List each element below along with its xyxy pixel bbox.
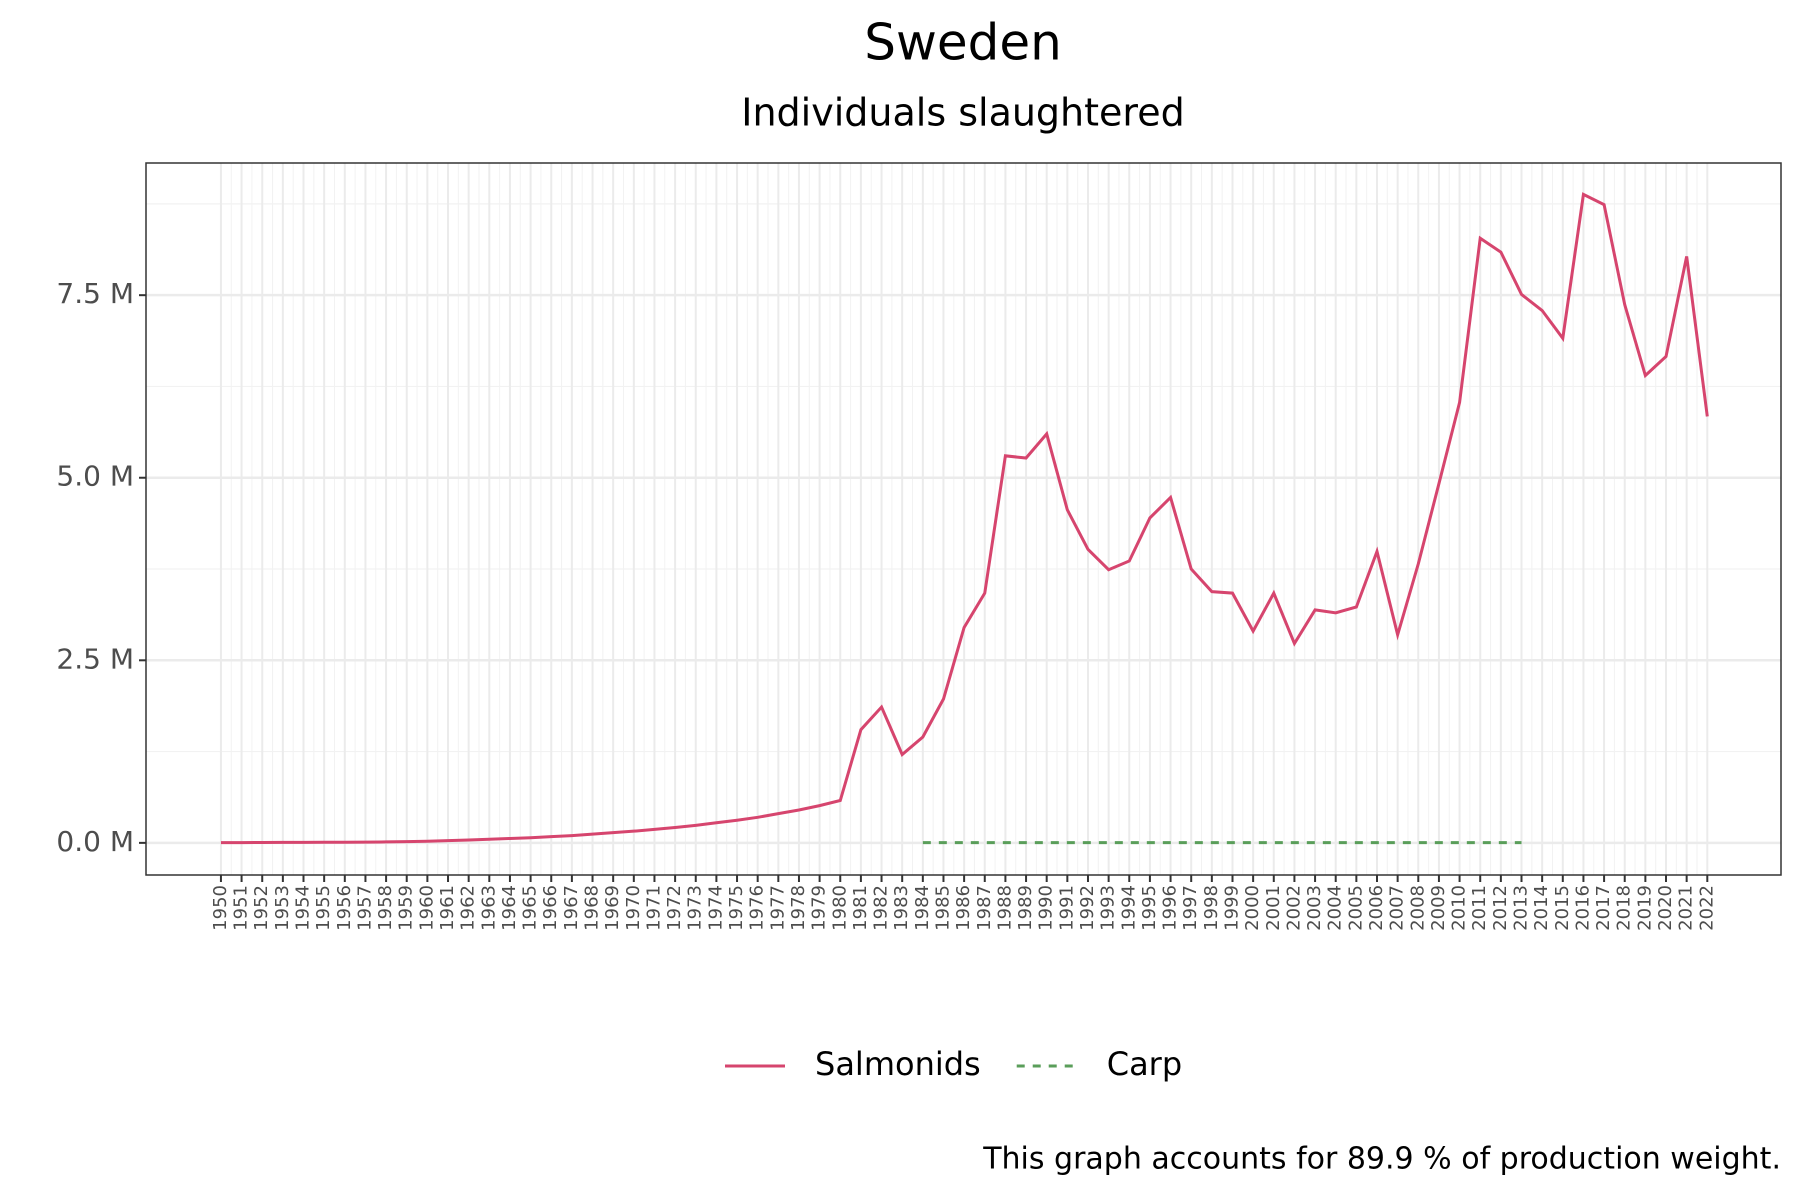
x-tick-label: 1993 (1098, 885, 1119, 931)
x-tick-label: 1965 (520, 885, 541, 931)
x-tick-label: 2013 (1511, 885, 1532, 931)
x-tick-label: 2005 (1345, 885, 1366, 931)
y-tick-label: 5.0 M (56, 460, 134, 493)
x-tick-label: 2001 (1263, 885, 1284, 931)
x-tick-label: 1983 (891, 885, 912, 931)
x-tick-label: 1986 (953, 885, 974, 931)
x-tick-label: 1954 (293, 885, 314, 931)
x-tick-label: 2019 (1634, 885, 1655, 931)
x-tick-label: 1963 (478, 885, 499, 931)
x-tick-label: 2014 (1531, 885, 1552, 931)
x-tick-label: 1991 (1056, 885, 1077, 931)
x-tick-label: 2000 (1242, 885, 1263, 931)
x-tick-label: 2006 (1366, 885, 1387, 931)
x-tick-label: 2002 (1283, 885, 1304, 931)
x-tick-label: 1987 (974, 885, 995, 931)
x-tick-label: 1992 (1077, 885, 1098, 931)
legend-label: Carp (1107, 1045, 1182, 1083)
x-tick-label: 1982 (871, 885, 892, 931)
x-tick-label: 1989 (1015, 885, 1036, 931)
x-tick-label: 1996 (1160, 885, 1181, 931)
x-tick-label: 1964 (499, 885, 520, 931)
x-tick-label: 1979 (809, 885, 830, 931)
x-tick-label: 2018 (1614, 885, 1635, 931)
x-tick-label: 1973 (685, 885, 706, 931)
x-tick-label: 1957 (354, 885, 375, 931)
x-tick-label: 1976 (747, 885, 768, 931)
x-tick-label: 2020 (1655, 885, 1676, 931)
x-tick-label: 1968 (582, 885, 603, 931)
x-tick-label: 1999 (1221, 885, 1242, 931)
x-tick-label: 1962 (458, 885, 479, 931)
x-tick-label: 1960 (416, 885, 437, 931)
x-tick-label: 1977 (767, 885, 788, 931)
x-tick-label: 2004 (1325, 885, 1346, 931)
x-tick-label: 1971 (643, 885, 664, 931)
x-tick-label: 1967 (561, 885, 582, 931)
x-tick-label: 1952 (251, 885, 272, 931)
chart-subtitle: Individuals slaughtered (741, 91, 1184, 135)
x-tick-label: 1953 (272, 885, 293, 931)
x-tick-label: 1969 (602, 885, 623, 931)
x-tick-label: 1950 (210, 885, 231, 931)
x-tick-label: 1998 (1201, 885, 1222, 931)
panel-border (145, 162, 1782, 876)
legend-label: Salmonids (815, 1045, 981, 1083)
x-tick-label: 1955 (313, 885, 334, 931)
x-tick-label: 1975 (726, 885, 747, 931)
x-tick-label: 2009 (1428, 885, 1449, 931)
x-tick-label: 1984 (912, 885, 933, 931)
y-tick-label: 7.5 M (56, 277, 134, 310)
x-tick-label: 1974 (705, 885, 726, 931)
x-tick-label: 1997 (1180, 885, 1201, 931)
x-tick-label: 2010 (1449, 885, 1470, 931)
x-tick-label: 1958 (375, 885, 396, 931)
x-tick-label: 1972 (664, 885, 685, 931)
x-tick-label: 1951 (231, 885, 252, 931)
x-tick-label: 1981 (850, 885, 871, 931)
x-tick-label: 2012 (1490, 885, 1511, 931)
x-tick-label: 2011 (1469, 885, 1490, 931)
y-tick-label: 2.5 M (56, 642, 134, 675)
x-tick-label: 2016 (1572, 885, 1593, 931)
chart-title: Sweden (864, 14, 1062, 72)
x-tick-label: 1956 (334, 885, 355, 931)
x-tick-label: 1978 (788, 885, 809, 931)
x-tick-label: 2017 (1593, 885, 1614, 931)
x-tick-label: 1990 (1036, 885, 1057, 931)
x-tick-label: 2003 (1304, 885, 1325, 931)
x-tick-label: 1970 (623, 885, 644, 931)
x-tick-label: 2008 (1407, 885, 1428, 931)
x-tick-label: 1959 (396, 885, 417, 931)
caption: This graph accounts for 89.9 % of produc… (982, 1142, 1781, 1177)
x-tick-label: 1985 (932, 885, 953, 931)
y-tick-label: 0.0 M (56, 825, 134, 858)
x-tick-label: 1988 (994, 885, 1015, 931)
x-tick-label: 2022 (1696, 885, 1717, 931)
x-tick-label: 1994 (1118, 885, 1139, 931)
x-tick-label: 1995 (1139, 885, 1160, 931)
x-tick-label: 1980 (829, 885, 850, 931)
line-series (220, 192, 1709, 845)
x-tick-label: 1966 (540, 885, 561, 931)
x-tick-label: 2021 (1676, 885, 1697, 931)
x-tick-label: 1961 (437, 885, 458, 931)
x-tick-label: 2015 (1552, 885, 1573, 931)
x-tick-label: 2007 (1387, 885, 1408, 931)
